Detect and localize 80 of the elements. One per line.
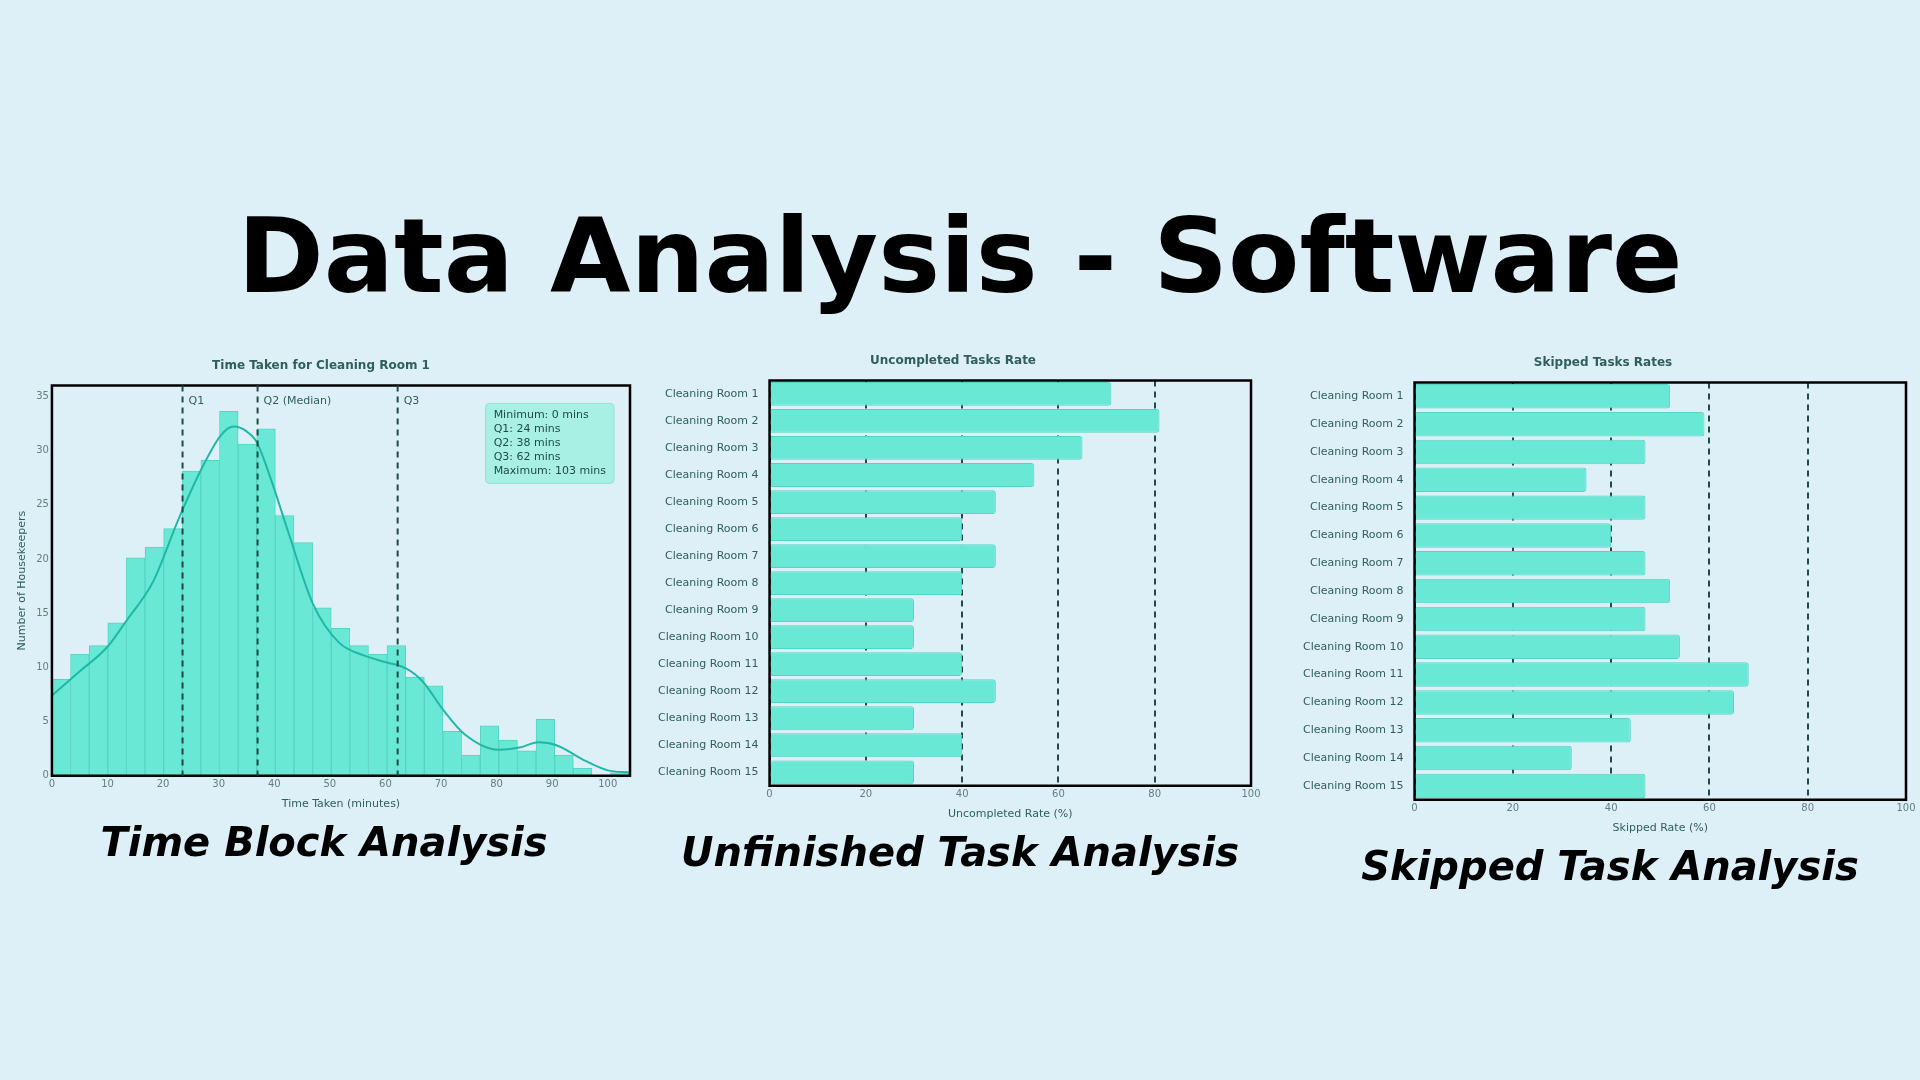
y-tick-label: Cleaning Room 11 [657, 657, 759, 671]
y-tick-label: Cleaning Room 6 [664, 521, 759, 535]
annotation: Q1: 24 mins [493, 421, 561, 435]
x-tick-label: 30 [212, 778, 226, 790]
x-tick-label: 100 [598, 778, 618, 790]
x-tick-label: 20 [1506, 802, 1520, 814]
annotation: Q3: 62 mins [493, 449, 561, 463]
y-tick-label: 25 [36, 498, 49, 510]
y-tick-label: 20 [36, 552, 49, 564]
y-tick-label: 5 [42, 715, 49, 727]
annotation: Q2: 38 mins [493, 435, 561, 449]
y-tick-label: Cleaning Room 7 [664, 548, 759, 562]
y-tick-label: Cleaning Room 4 [1309, 472, 1404, 486]
x-tick-label: 80 [490, 778, 503, 790]
y-tick-label: Cleaning Room 5 [664, 494, 759, 508]
x-tick-label: 80 [1148, 788, 1162, 800]
y-tick-label: 30 [36, 444, 49, 456]
text: Skipped Task Analysis [1360, 843, 1860, 889]
x-axis-title: Uncompleted Rate (%) [947, 807, 1073, 821]
y-tick-label: Cleaning Room 9 [1309, 611, 1404, 625]
y-tick-label: Cleaning Room 13 [1302, 723, 1404, 737]
y-axis-title: Number of Housekeepers [15, 510, 29, 651]
x-tick-label: 60 [1703, 802, 1716, 814]
ref-line-label: Q1 [188, 393, 205, 407]
x-axis-title: Time Taken (minutes) [280, 797, 401, 811]
y-tick-label: Cleaning Room 7 [1309, 556, 1404, 570]
y-tick-label: Cleaning Room 14 [1302, 750, 1404, 764]
y-tick-label: Cleaning Room 10 [657, 630, 759, 644]
y-tick-label: Cleaning Room 2 [1309, 417, 1404, 430]
x-tick-label: 0 [1411, 802, 1418, 814]
x-tick-label: 70 [434, 778, 448, 790]
y-tick-label: Cleaning Room 14 [657, 738, 759, 752]
text: Data Analysis - Software [236, 195, 1684, 317]
y-tick-label: 15 [36, 606, 49, 618]
y-tick-label: Cleaning Room 8 [1309, 583, 1404, 597]
ref-line-label: Q3 [403, 393, 420, 407]
text: Unfinished Task Analysis [680, 829, 1240, 875]
text: Time Block Analysis [99, 819, 549, 865]
x-tick-label: 20 [859, 788, 873, 800]
y-tick-label: Cleaning Room 13 [657, 711, 759, 725]
y-tick-label: Cleaning Room 10 [1302, 639, 1404, 653]
y-tick-label: Cleaning Room 5 [1309, 500, 1404, 514]
chart-title: Uncompleted Tasks Rate [869, 353, 1037, 368]
line-series [51, 425, 630, 774]
x-tick-label: 100 [1896, 802, 1916, 814]
y-tick-label: Cleaning Room 3 [664, 440, 759, 454]
y-tick-label: Cleaning Room 9 [664, 602, 759, 616]
y-tick-label: 35 [36, 389, 49, 401]
x-tick-label: 40 [1604, 802, 1618, 814]
y-tick-label: 0 [42, 769, 49, 781]
x-tick-label: 60 [379, 778, 392, 790]
y-tick-label: Cleaning Room 1 [664, 386, 759, 400]
ref-line-label: Q2 (Median) [263, 393, 332, 407]
x-tick-label: 20 [156, 778, 170, 790]
annotation: Minimum: 0 mins [493, 407, 590, 421]
chart-title: Time Taken for Cleaning Room 1 [212, 358, 430, 373]
y-tick-label: 10 [36, 660, 49, 672]
y-tick-label: Cleaning Room 4 [664, 467, 759, 481]
annotation: Maximum: 103 mins [493, 463, 607, 477]
y-tick-label: Cleaning Room 3 [1309, 444, 1404, 458]
y-tick-label: Cleaning Room 15 [1302, 778, 1404, 792]
chart-title: Skipped Tasks Rates [1533, 355, 1673, 370]
y-tick-label: Cleaning Room 12 [1302, 695, 1404, 709]
x-axis-title: Skipped Rate (%) [1612, 821, 1708, 835]
y-tick-label: Cleaning Room 8 [664, 575, 759, 589]
x-tick-label: 40 [955, 788, 969, 800]
x-tick-label: 90 [545, 778, 559, 790]
x-tick-label: 100 [1241, 788, 1261, 800]
x-tick-label: 60 [1052, 788, 1065, 800]
y-tick-label: Cleaning Room 2 [664, 413, 759, 427]
y-tick-label: Cleaning Room 6 [1309, 528, 1404, 542]
y-tick-label: Cleaning Room 15 [657, 765, 759, 779]
y-tick-label: Cleaning Room 11 [1302, 667, 1404, 681]
x-tick-label: 10 [101, 778, 114, 790]
x-tick-label: 40 [267, 778, 281, 790]
y-tick-label: Cleaning Room 1 [1309, 389, 1404, 403]
x-tick-label: 80 [1801, 802, 1815, 814]
x-tick-label: 50 [323, 778, 337, 790]
y-tick-label: Cleaning Room 12 [657, 684, 759, 698]
x-tick-label: 0 [766, 788, 773, 800]
